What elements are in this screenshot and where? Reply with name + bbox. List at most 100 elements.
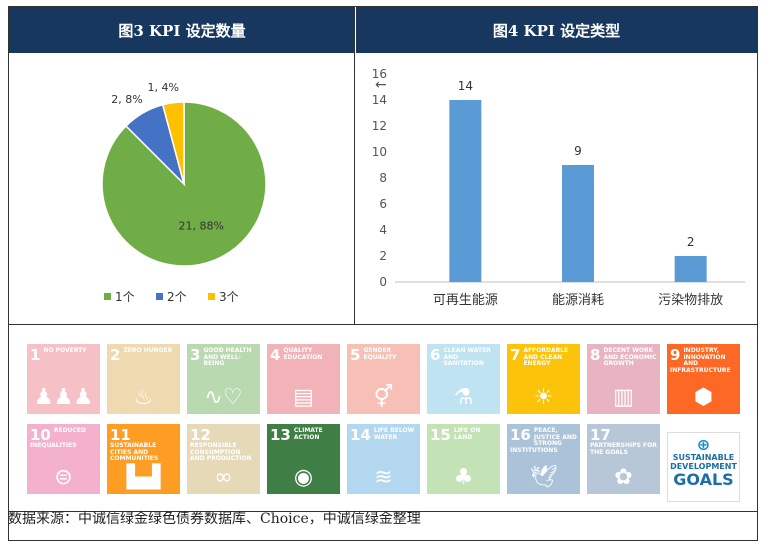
y-tick-label: 4 xyxy=(379,223,387,237)
bar-value-label: 2 xyxy=(687,235,695,249)
sdg-title: Quality education xyxy=(283,347,323,361)
sdg-title: No poverty xyxy=(43,347,87,354)
sdg-number: 14 xyxy=(350,426,371,444)
pie-chart: 21, 88% 2, 8% 1, 4% 1个 2个 3个 xyxy=(101,81,267,304)
pie-data-label: 1, 4% xyxy=(147,81,178,94)
sdg-title: Climate action xyxy=(293,427,323,441)
sdg-title: Clean water and sanitation xyxy=(443,347,491,368)
panel-divider-vertical xyxy=(354,7,355,325)
x-tick-label: 污染物排放 xyxy=(658,293,723,308)
y-tick-label: 2 xyxy=(379,249,387,263)
figure-frame: 图3 KPI 设定数量 图4 KPI 设定类型 21, 88% 2, 8% 1, 4… xyxy=(8,6,758,541)
sdg-number: 5 xyxy=(350,346,361,364)
bar-value-label: 14 xyxy=(458,79,473,93)
y-tick-label: 6 xyxy=(379,197,387,211)
sdg-tile-12: 12 Responsible consumption and production… xyxy=(187,424,260,494)
x-tick-label: 可再生能源 xyxy=(433,293,498,308)
sdg-number: 2 xyxy=(110,346,121,364)
sdg-title: Responsible consumption and production xyxy=(190,442,252,463)
sdg-title: Reduced inequalities xyxy=(30,427,86,449)
sdg-title: Good health and well-being xyxy=(203,347,252,368)
sdg-number: 10 xyxy=(30,426,51,444)
sdg-goal-icon: ▙▟ xyxy=(126,465,161,490)
pie-data-label: 21, 88% xyxy=(179,220,224,233)
sdg-tile-17: 17 Partnerships for the goals ✿ xyxy=(587,424,660,494)
panel-divider-horizontal xyxy=(9,324,757,325)
sdg-title: Industry, innovation and infrastructure xyxy=(670,347,731,374)
sdg-tile-5: 5 Gender equality ⚥ xyxy=(347,344,420,414)
sdg-number: 6 xyxy=(430,346,441,364)
legend-swatch xyxy=(208,293,215,300)
x-tick-label: 能源消耗 xyxy=(552,293,604,308)
legend-label: 1个 xyxy=(115,290,135,304)
sdg-title: Zero hunger xyxy=(123,347,173,354)
y-tick-label: 8 xyxy=(379,171,387,185)
data-source-note: 数据来源：中诚信绿金绿色债券数据库、Choice，中诚信绿金整理 xyxy=(8,511,421,527)
sdg-goal-icon: 🕊 xyxy=(529,465,558,490)
sdg-tile-2: 2 Zero hunger ♨ xyxy=(107,344,180,414)
sdg-goal-icon: ☀ xyxy=(533,385,554,410)
sdg-logo-line2: DEVELOPMENT xyxy=(670,462,737,471)
sdg-goal-icon: ⚥ xyxy=(373,385,394,410)
sdg-goal-icon: ♣ xyxy=(453,465,474,490)
sdg-goal-icon: ⬢ xyxy=(693,385,714,410)
pie-chart-title: 图3 KPI 设定数量 xyxy=(9,7,355,53)
sdg-goal-icon: ⊜ xyxy=(54,465,73,490)
sdg-title: Decent work and economic growth xyxy=(603,347,657,368)
sdg-title: Sustainable cities and communities xyxy=(110,442,159,463)
sdg-number: 11 xyxy=(110,426,131,444)
sdg-goal-icon: ∿♡ xyxy=(204,385,243,410)
sdg-number: 16 xyxy=(510,426,531,444)
legend-swatch xyxy=(156,293,163,300)
sdg-tile-16: 16 Peace, justice and strong institutions… xyxy=(507,424,580,494)
sdg-number: 3 xyxy=(190,346,201,364)
sdg-tile-6: 6 Clean water and sanitation ⚗ xyxy=(427,344,500,414)
sdg-goal-icon: ▥ xyxy=(613,385,634,410)
y-tick-label: 0 xyxy=(379,275,387,289)
y-tick-label: 16 xyxy=(372,67,387,81)
sdg-number: 1 xyxy=(30,346,41,364)
bar-1 xyxy=(449,100,482,282)
legend-swatch xyxy=(104,293,111,300)
sdg-number: 4 xyxy=(270,346,281,364)
sdg-number: 7 xyxy=(510,346,521,364)
sdg-goal-icon: ✿ xyxy=(614,465,633,490)
pie-data-label: 2, 8% xyxy=(111,93,142,106)
sdg-goal-icon: ⚗ xyxy=(453,385,474,410)
back-arrow-icon[interactable]: ← xyxy=(375,77,387,93)
sdg-tile-13: 13 Climate action ◉ xyxy=(267,424,340,494)
sdg-tile-1: 1 No poverty ♟♟♟ xyxy=(27,344,100,414)
sdg-title: Life on land xyxy=(453,427,481,441)
un-emblem-icon: ⊕ xyxy=(696,435,711,454)
bar-3 xyxy=(674,256,707,282)
sdg-title: Life below water xyxy=(373,427,415,441)
sdg-tile-7: 7 Affordable and clean energy ☀ xyxy=(507,344,580,414)
sdg-number: 17 xyxy=(590,426,611,444)
sdg-tile-14: 14 Life below water ≋ xyxy=(347,424,420,494)
sdg-tile-9: 9 Industry, innovation and infrastructure… xyxy=(667,344,740,414)
bar-2 xyxy=(562,165,594,282)
y-tick-label: 10 xyxy=(372,145,387,159)
sdg-goal-icon: ♟♟♟ xyxy=(33,385,94,410)
bar-value-label: 9 xyxy=(574,144,582,158)
sdg-title: Gender equality xyxy=(363,347,397,361)
sdg-number: 13 xyxy=(270,426,291,444)
sdg-logo-line1: SUSTAINABLE xyxy=(672,453,735,462)
sdg-number: 9 xyxy=(670,346,681,364)
sdg-title: Peace, justice and strong institutions xyxy=(510,427,577,454)
y-tick-label: 14 xyxy=(372,93,387,107)
source-divider xyxy=(9,511,757,512)
sdg-tile-15: 15 Life on land ♣ xyxy=(427,424,500,494)
legend-label: 2个 xyxy=(167,290,187,304)
sdg-tile-11: 11 Sustainable cities and communities ▙▟ xyxy=(107,424,180,494)
y-tick-label: 12 xyxy=(372,119,387,133)
sdg-title: Affordable and clean energy xyxy=(523,347,569,368)
sdg-number: 8 xyxy=(590,346,601,364)
sdg-number: 15 xyxy=(430,426,451,444)
sdg-goal-icon: ◉ xyxy=(293,465,314,490)
sdg-tile-3: 3 Good health and well-being ∿♡ xyxy=(187,344,260,414)
sdg-tile-10: 10 Reduced inequalities ⊜ xyxy=(27,424,100,494)
sdg-number: 12 xyxy=(190,426,211,444)
sdg-logo-tile: ⊕ SUSTAINABLE DEVELOPMENT GOALS xyxy=(667,432,740,502)
bar-chart-title: 图4 KPI 设定类型 xyxy=(356,7,757,53)
